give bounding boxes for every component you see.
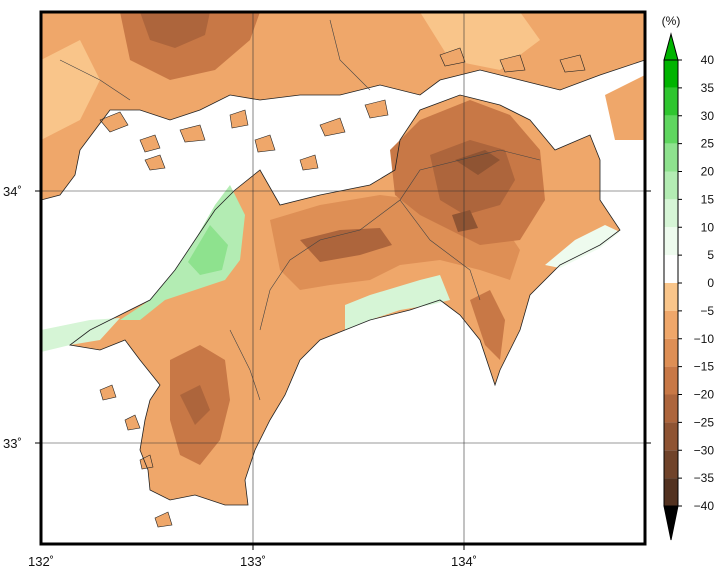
prefecture-borders bbox=[59, 19, 541, 401]
colorbar-segment bbox=[664, 310, 678, 339]
colorbar-segment bbox=[664, 394, 678, 423]
anomaly-east-peak-2 bbox=[452, 210, 478, 232]
colorbar-tick-label: 20 bbox=[701, 165, 715, 179]
positive-anomaly-east bbox=[545, 225, 620, 268]
colorbar-tick-label: 35 bbox=[701, 81, 715, 95]
chugoku-darker bbox=[140, 12, 210, 48]
lon-label-134: 134˚ bbox=[451, 554, 477, 569]
colorbar-segment bbox=[664, 366, 678, 395]
graticule bbox=[41, 12, 645, 544]
colorbar-tick-label: 40 bbox=[701, 53, 715, 67]
colorbar-tick-label: 25 bbox=[701, 137, 715, 151]
colorbar-tick-label: −20 bbox=[694, 388, 715, 402]
colorbar-segment bbox=[664, 60, 678, 88]
colorbar-segment bbox=[664, 255, 678, 283]
colorbar-tick-label: −40 bbox=[694, 499, 715, 513]
chugoku-light bbox=[41, 40, 100, 140]
positive-anomaly-west-core bbox=[188, 225, 228, 275]
colorbar-unit: (%) bbox=[662, 14, 681, 28]
positive-anomaly-west bbox=[120, 185, 245, 320]
colorbar-segment bbox=[664, 87, 678, 116]
colorbar-tick-label: −15 bbox=[694, 360, 715, 374]
colorbar-tick-label: 0 bbox=[707, 276, 714, 290]
colorbar-tick-label: −35 bbox=[694, 471, 715, 485]
colorbar-bottom-arrow bbox=[663, 505, 679, 541]
colorbar-segment bbox=[664, 227, 678, 256]
colorbar-tick-label: −25 bbox=[694, 415, 715, 429]
anomaly-ishizuchi bbox=[300, 228, 392, 262]
colorbar-segment bbox=[664, 422, 678, 451]
inland-sea-islands bbox=[99, 47, 586, 171]
anomaly-south-ridge bbox=[470, 290, 505, 360]
colorbar: (%) 40 35 30 25 20 15 10 5 0 −5 −10 −15 −20 −25 −30 −35… bbox=[662, 14, 715, 541]
colorbar-top-arrow bbox=[663, 32, 679, 61]
map-frame bbox=[39, 10, 647, 546]
colorbar-tick-label: 30 bbox=[701, 109, 715, 123]
anomaly-southwest-core bbox=[180, 385, 210, 425]
positive-anomaly-south bbox=[345, 275, 450, 330]
colorbar-segment bbox=[664, 171, 678, 200]
west-coast-islands bbox=[99, 384, 173, 528]
colorbar-tick-label: 10 bbox=[701, 220, 715, 234]
frame-ticks bbox=[35, 190, 651, 550]
lat-label-33: 33˚ bbox=[3, 436, 22, 451]
colorbar-tick-label: −5 bbox=[700, 304, 714, 318]
lon-label-133: 133˚ bbox=[240, 554, 266, 569]
positive-anomaly-west-coast bbox=[41, 318, 120, 352]
colorbar-tick-label: 5 bbox=[707, 248, 714, 262]
lon-label-132: 132˚ bbox=[28, 554, 54, 569]
colorbar-segment bbox=[664, 450, 678, 479]
awaji-east bbox=[605, 75, 645, 140]
colorbar-segment bbox=[664, 143, 678, 172]
anomaly-east-peak bbox=[455, 150, 500, 175]
colorbar-segment bbox=[664, 338, 678, 367]
colorbar-tick-label: 15 bbox=[701, 192, 715, 206]
shikoku-coastline bbox=[69, 94, 621, 506]
colorbar-segment bbox=[664, 478, 678, 506]
colorbar-segment bbox=[664, 199, 678, 228]
lat-label-34: 34˚ bbox=[3, 184, 22, 199]
land-layer bbox=[41, 12, 645, 528]
colorbar-segment bbox=[664, 283, 678, 311]
honshu-coastline bbox=[41, 59, 645, 201]
colorbar-segment bbox=[664, 115, 678, 144]
colorbar-tick-label: −30 bbox=[694, 443, 715, 457]
colorbar-tick-label: −10 bbox=[694, 332, 715, 346]
